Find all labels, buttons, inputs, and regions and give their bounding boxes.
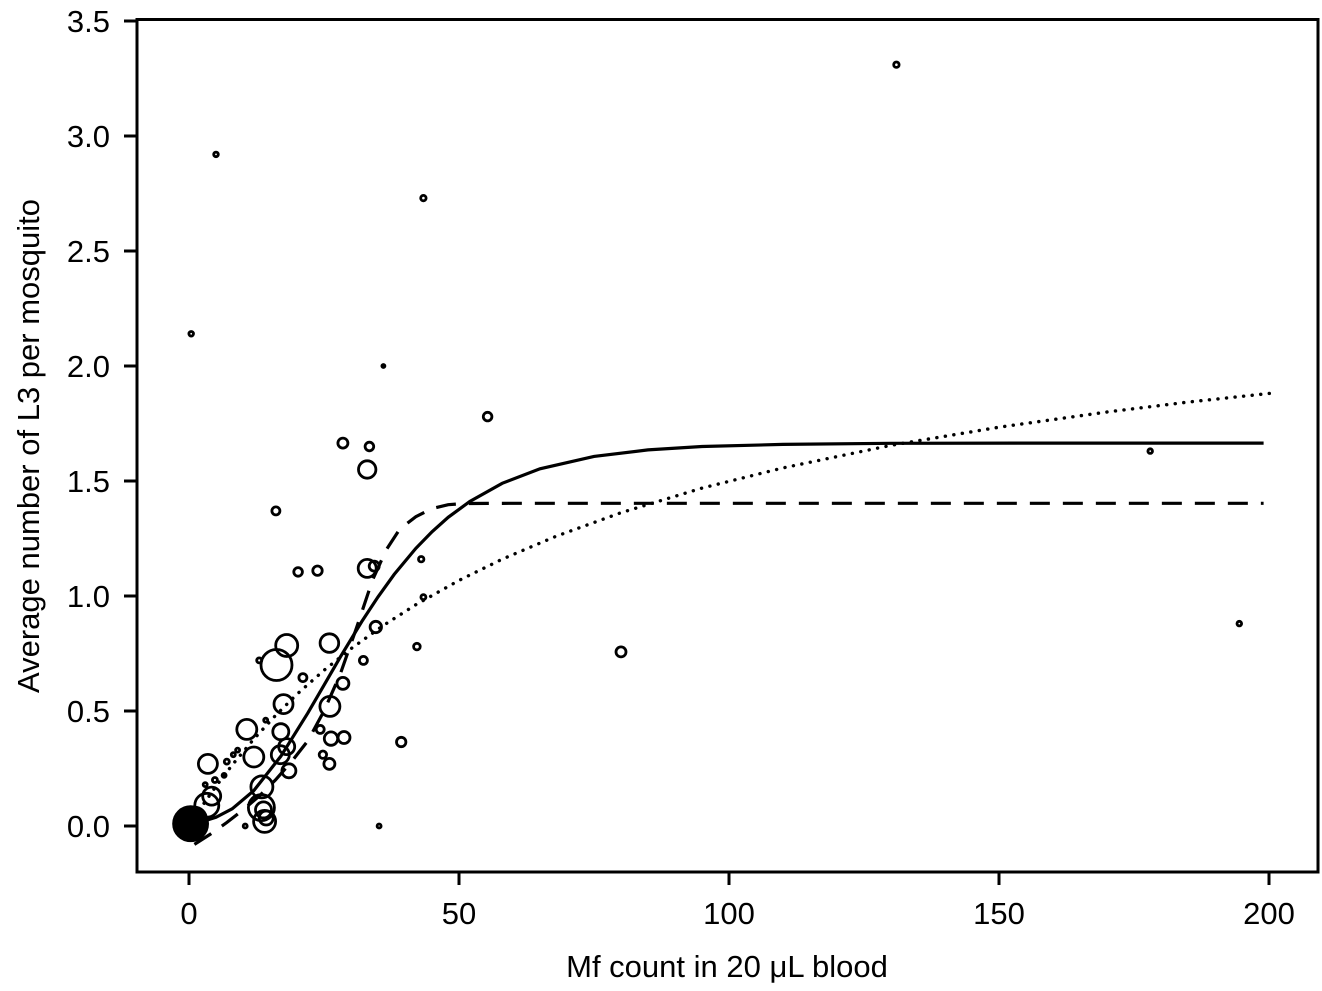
data-point-bubble <box>356 558 378 579</box>
data-point-bubble <box>481 410 494 423</box>
data-point-bubble <box>234 746 242 754</box>
data-point-bubble <box>357 459 378 480</box>
y-tick-label: 2.0 <box>67 349 110 384</box>
x-tick-label: 200 <box>1243 896 1295 931</box>
data-point-bubble <box>614 645 628 659</box>
fit-curve-dashed <box>193 501 1264 846</box>
data-point-bubble <box>201 785 223 807</box>
y-tick-label: 2.5 <box>67 234 110 269</box>
y-tick-label: 3.5 <box>67 4 110 39</box>
data-point-bubble <box>262 716 270 724</box>
data-point-bubble <box>277 737 297 756</box>
data-point-bubble <box>336 730 352 745</box>
fit-curves <box>188 391 1277 846</box>
y-tick-label: 0.0 <box>67 809 110 844</box>
fit-curve-dotted <box>192 391 1277 820</box>
data-point-bubble <box>201 781 209 788</box>
x-tick-label: 100 <box>703 896 755 931</box>
data-point-bubble <box>419 593 428 601</box>
data-point-bubble <box>193 791 221 819</box>
x-tick-label: 0 <box>180 896 197 931</box>
axis-tick-labels: 0 50 100 150 200 0.0 0.5 1.0 1.5 2.0 2.5 3.0 3.5 <box>67 4 1295 931</box>
data-point-bubble <box>335 676 351 691</box>
data-point-bubble <box>322 730 340 747</box>
data-point-bubble <box>1146 447 1154 455</box>
data-point-bubble <box>212 150 220 159</box>
axis-ticks <box>124 19 1271 885</box>
data-point-bubble <box>229 751 237 759</box>
data-point-bubble <box>249 774 275 800</box>
data-point-bubble <box>257 809 275 827</box>
data-point-bubble <box>274 633 300 658</box>
data-point-bubble <box>235 718 259 741</box>
data-point-bubble <box>270 505 282 517</box>
x-tick-label: 150 <box>973 896 1025 931</box>
y-tick-label: 1.0 <box>67 579 110 614</box>
data-point-bubble <box>292 566 304 578</box>
data-point-bubble <box>1235 619 1243 628</box>
data-point-bubble <box>210 776 219 784</box>
data-point-bubble <box>375 822 383 830</box>
data-point-bubble <box>220 772 228 779</box>
data-point-bubble <box>357 655 369 666</box>
data-point-bubble <box>892 60 901 69</box>
data-point-bubble <box>272 693 295 715</box>
data-point-bubble <box>280 762 298 780</box>
data-point-bubble <box>368 619 383 635</box>
data-point-bubble <box>417 555 426 564</box>
data-point-bubble <box>222 757 231 766</box>
data-point-bubble <box>242 745 266 769</box>
y-tick-label: 1.5 <box>67 464 110 499</box>
data-point-bubble <box>336 436 350 450</box>
data-point-bubble <box>241 822 249 830</box>
x-axis-title: Mf count in 20 μL blood <box>566 949 888 984</box>
data-point-bubble <box>380 363 387 369</box>
data-point-bubble <box>196 753 219 775</box>
data-point-bubble <box>395 735 408 749</box>
data-point-bubble <box>322 757 337 771</box>
fit-curve-solid <box>188 441 1264 826</box>
data-points <box>172 60 1243 843</box>
data-point-bubble <box>412 641 422 652</box>
data-point-bubble <box>318 632 341 654</box>
y-tick-label: 3.0 <box>67 119 110 154</box>
data-point-bubble <box>419 194 428 203</box>
data-point-bubble <box>187 330 195 338</box>
data-point-bubble <box>363 440 376 453</box>
data-point-bubble <box>297 672 309 683</box>
data-point-bubble <box>246 793 276 822</box>
data-point-bubble <box>317 749 328 760</box>
data-point-bubble <box>311 564 324 577</box>
y-tick-label: 0.5 <box>67 694 110 729</box>
data-point-bubble <box>367 559 381 573</box>
x-tick-label: 50 <box>442 896 476 931</box>
data-point-bubble <box>314 724 326 735</box>
y-axis-title: Average number of L3 per mosquito <box>11 199 46 693</box>
data-point-bubble <box>318 695 342 718</box>
data-point-bubble <box>254 800 273 820</box>
data-point-bubble <box>259 648 294 682</box>
